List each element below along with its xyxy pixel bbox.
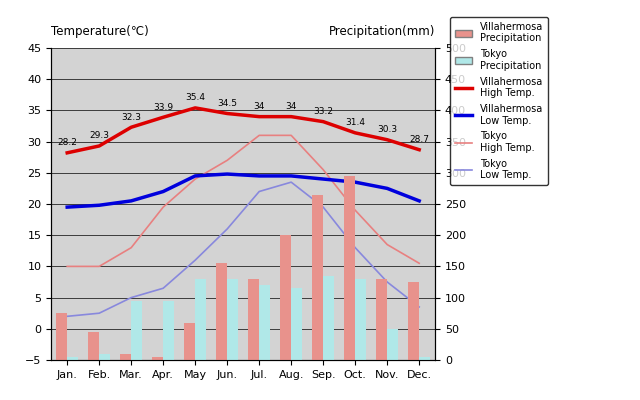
Text: 34: 34 xyxy=(285,102,297,111)
Tokyo
High Temp. xyxy=(319,167,327,172)
Bar xyxy=(419,357,430,360)
Text: 33.2: 33.2 xyxy=(313,107,333,116)
Villahermosa
High Temp. xyxy=(319,119,327,124)
Bar xyxy=(280,235,291,360)
Villahermosa
Low Temp. xyxy=(159,189,167,194)
Text: 28.7: 28.7 xyxy=(409,135,429,144)
Tokyo
High Temp. xyxy=(223,158,231,163)
Bar xyxy=(312,195,323,360)
Text: 32.3: 32.3 xyxy=(121,113,141,122)
Bar xyxy=(355,279,366,360)
Villahermosa
High Temp. xyxy=(223,111,231,116)
Bar xyxy=(120,354,131,360)
Tokyo
Low Temp. xyxy=(63,314,71,319)
Bar xyxy=(163,301,174,360)
Text: 33.9: 33.9 xyxy=(153,103,173,112)
Tokyo
Low Temp. xyxy=(383,280,391,284)
Villahermosa
Low Temp. xyxy=(63,205,71,210)
Text: 30.3: 30.3 xyxy=(377,125,397,134)
Villahermosa
Low Temp. xyxy=(191,174,199,178)
Tokyo
Low Temp. xyxy=(415,304,423,309)
Bar xyxy=(67,357,79,360)
Line: Villahermosa
High Temp.: Villahermosa High Temp. xyxy=(67,108,419,153)
Villahermosa
High Temp. xyxy=(351,130,359,135)
Bar xyxy=(131,301,142,360)
Bar xyxy=(152,357,163,360)
Bar xyxy=(408,282,419,360)
Villahermosa
Low Temp. xyxy=(319,177,327,182)
Bar xyxy=(387,329,398,360)
Tokyo
Low Temp. xyxy=(191,258,199,262)
Text: Precipitation(mm): Precipitation(mm) xyxy=(329,25,435,38)
Bar xyxy=(227,279,238,360)
Tokyo
High Temp. xyxy=(287,133,295,138)
Villahermosa
Low Temp. xyxy=(223,172,231,176)
Villahermosa
High Temp. xyxy=(415,147,423,152)
Bar xyxy=(99,354,110,360)
Tokyo
Low Temp. xyxy=(255,189,263,194)
Text: 29.3: 29.3 xyxy=(89,132,109,140)
Villahermosa
High Temp. xyxy=(63,150,71,155)
Legend: Villahermosa
Precipitation, Tokyo
Precipitation, Villahermosa
High Temp., Villah: Villahermosa Precipitation, Tokyo Precip… xyxy=(450,17,548,185)
Bar xyxy=(184,322,195,360)
Bar xyxy=(344,176,355,360)
Tokyo
High Temp. xyxy=(351,208,359,213)
Bar xyxy=(216,263,227,360)
Villahermosa
High Temp. xyxy=(191,106,199,110)
Tokyo
High Temp. xyxy=(415,261,423,266)
Tokyo
High Temp. xyxy=(383,242,391,247)
Text: 35.4: 35.4 xyxy=(185,93,205,102)
Tokyo
Low Temp. xyxy=(127,295,135,300)
Text: 28.2: 28.2 xyxy=(57,138,77,147)
Villahermosa
High Temp. xyxy=(95,144,103,148)
Bar xyxy=(291,288,302,360)
Villahermosa
High Temp. xyxy=(127,125,135,130)
Text: Temperature(℃): Temperature(℃) xyxy=(51,25,149,38)
Tokyo
Low Temp. xyxy=(223,226,231,231)
Line: Tokyo
High Temp.: Tokyo High Temp. xyxy=(67,135,419,266)
Villahermosa
Low Temp. xyxy=(255,174,263,178)
Villahermosa
High Temp. xyxy=(159,115,167,120)
Villahermosa
Low Temp. xyxy=(383,186,391,191)
Bar xyxy=(195,279,206,360)
Line: Villahermosa
Low Temp.: Villahermosa Low Temp. xyxy=(67,174,419,207)
Tokyo
High Temp. xyxy=(95,264,103,269)
Tokyo
High Temp. xyxy=(159,205,167,210)
Bar xyxy=(376,279,387,360)
Bar xyxy=(259,285,270,360)
Text: 31.4: 31.4 xyxy=(345,118,365,127)
Line: Tokyo
Low Temp.: Tokyo Low Temp. xyxy=(67,182,419,316)
Bar xyxy=(248,279,259,360)
Tokyo
High Temp. xyxy=(63,264,71,269)
Villahermosa
Low Temp. xyxy=(415,198,423,203)
Tokyo
Low Temp. xyxy=(159,286,167,291)
Villahermosa
Low Temp. xyxy=(95,203,103,208)
Bar xyxy=(323,276,334,360)
Villahermosa
High Temp. xyxy=(383,137,391,142)
Text: 34: 34 xyxy=(253,102,265,111)
Tokyo
High Temp. xyxy=(191,177,199,182)
Bar xyxy=(56,313,67,360)
Bar xyxy=(88,332,99,360)
Villahermosa
Low Temp. xyxy=(287,174,295,178)
Villahermosa
High Temp. xyxy=(287,114,295,119)
Tokyo
Low Temp. xyxy=(95,311,103,316)
Villahermosa
Low Temp. xyxy=(351,180,359,184)
Tokyo
High Temp. xyxy=(255,133,263,138)
Tokyo
Low Temp. xyxy=(319,205,327,210)
Tokyo
Low Temp. xyxy=(287,180,295,184)
Tokyo
High Temp. xyxy=(127,245,135,250)
Tokyo
Low Temp. xyxy=(351,245,359,250)
Villahermosa
High Temp. xyxy=(255,114,263,119)
Text: 34.5: 34.5 xyxy=(217,99,237,108)
Villahermosa
Low Temp. xyxy=(127,198,135,203)
